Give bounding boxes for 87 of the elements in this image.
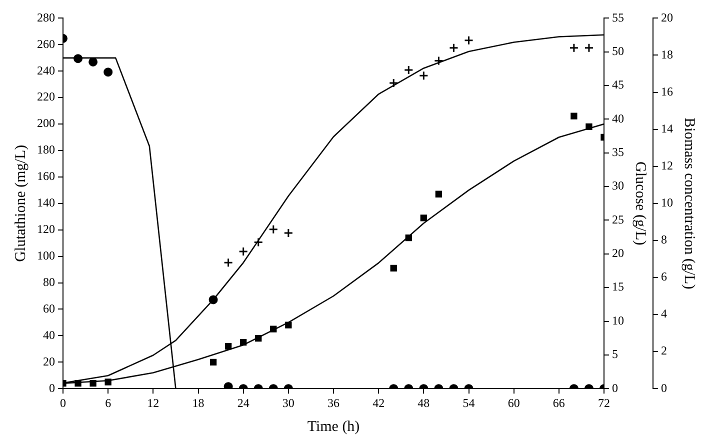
y3-tick-label: 10 bbox=[661, 196, 673, 210]
point bbox=[104, 68, 113, 77]
point bbox=[238, 246, 248, 256]
y2-tick-label: 45 bbox=[612, 78, 624, 92]
x-tick-label: 30 bbox=[282, 396, 294, 410]
y-tick-label: 20 bbox=[43, 354, 55, 368]
y-tick-label: 0 bbox=[49, 380, 55, 395]
y-tick-label: 160 bbox=[37, 169, 55, 184]
point bbox=[388, 78, 398, 88]
point bbox=[224, 258, 234, 268]
point bbox=[418, 70, 428, 80]
y2-tick-label: 20 bbox=[612, 246, 624, 260]
point bbox=[104, 378, 112, 386]
point bbox=[270, 326, 277, 332]
y3-tick-label: 16 bbox=[661, 84, 673, 98]
point bbox=[90, 380, 96, 387]
y3-tick-label: 14 bbox=[661, 121, 673, 136]
y2-tick-label: 0 bbox=[612, 380, 618, 395]
point bbox=[586, 123, 592, 130]
y2-tick-label: 35 bbox=[612, 145, 624, 160]
y-tick-label: 280 bbox=[37, 10, 55, 24]
point bbox=[390, 264, 397, 272]
y3-tick-label: 2 bbox=[661, 344, 667, 358]
y3-axis-title: Biomass concentration (g/L) bbox=[681, 118, 698, 290]
x-tick-label: 54 bbox=[462, 396, 475, 410]
x-axis-title: Time (h) bbox=[307, 418, 360, 435]
y-tick-label: 100 bbox=[37, 248, 55, 262]
y-tick-label: 40 bbox=[43, 328, 55, 342]
y-tick-label: 260 bbox=[37, 36, 55, 51]
y-axis-title: Glutathione (mg/L) bbox=[12, 144, 29, 262]
x-tick-label: 0 bbox=[60, 396, 66, 410]
y3-tick-label: 6 bbox=[661, 270, 667, 284]
x-tick-label: 60 bbox=[508, 396, 520, 410]
y3-tick-label: 12 bbox=[661, 158, 673, 173]
point bbox=[74, 54, 83, 64]
x-tick-label: 72 bbox=[598, 396, 610, 410]
y-tick-label: 180 bbox=[37, 142, 55, 157]
y2-tick-label: 15 bbox=[612, 280, 624, 294]
point bbox=[405, 234, 412, 242]
y2-tick-label: 10 bbox=[612, 313, 624, 328]
x-tick-label: 66 bbox=[552, 396, 565, 410]
y-tick-label: 60 bbox=[43, 301, 55, 316]
x-tick-label: 12 bbox=[147, 396, 160, 410]
point bbox=[285, 322, 292, 328]
y3-tick-label: 8 bbox=[661, 232, 667, 247]
x-tick-label: 42 bbox=[372, 396, 385, 410]
point bbox=[255, 335, 262, 342]
point bbox=[224, 342, 232, 350]
y-tick-label: 140 bbox=[37, 196, 55, 210]
x-tick-label: 18 bbox=[192, 396, 204, 410]
y-tick-label: 200 bbox=[37, 116, 55, 130]
y2-tick-label: 25 bbox=[612, 212, 624, 226]
point bbox=[224, 382, 233, 389]
point bbox=[74, 380, 82, 387]
point bbox=[208, 295, 218, 304]
point bbox=[569, 43, 579, 53]
y2-tick-label: 30 bbox=[612, 178, 624, 193]
x-tick-label: 24 bbox=[237, 396, 250, 410]
x-tick-label: 6 bbox=[105, 396, 112, 410]
point bbox=[404, 65, 414, 75]
x-tick-label: 36 bbox=[328, 396, 340, 410]
point bbox=[570, 112, 578, 120]
y-tick-label: 220 bbox=[37, 90, 55, 104]
point bbox=[448, 43, 458, 53]
y3-tick-label: 18 bbox=[661, 47, 673, 62]
point bbox=[420, 214, 427, 222]
y2-tick-label: 40 bbox=[612, 111, 624, 126]
y3-tick-label: 20 bbox=[661, 10, 673, 24]
point bbox=[284, 228, 294, 238]
point bbox=[434, 56, 444, 66]
point bbox=[210, 358, 217, 366]
point bbox=[435, 190, 442, 198]
y2-axis-title: Glucose (g/L) bbox=[632, 162, 648, 246]
point bbox=[584, 43, 594, 53]
x-tick-label: 48 bbox=[418, 396, 430, 410]
point bbox=[240, 338, 247, 346]
y3-tick-label: 4 bbox=[661, 306, 667, 321]
y2-tick-label: 55 bbox=[612, 10, 624, 24]
y2-tick-label: 5 bbox=[612, 347, 618, 362]
y-tick-label: 120 bbox=[37, 222, 55, 236]
y-tick-label: 240 bbox=[37, 63, 55, 78]
point bbox=[268, 224, 278, 234]
point bbox=[254, 238, 264, 248]
point bbox=[464, 36, 474, 46]
y3-tick-label: 0 bbox=[661, 380, 667, 395]
y2-tick-label: 50 bbox=[612, 44, 624, 58]
y-tick-label: 80 bbox=[43, 274, 55, 289]
